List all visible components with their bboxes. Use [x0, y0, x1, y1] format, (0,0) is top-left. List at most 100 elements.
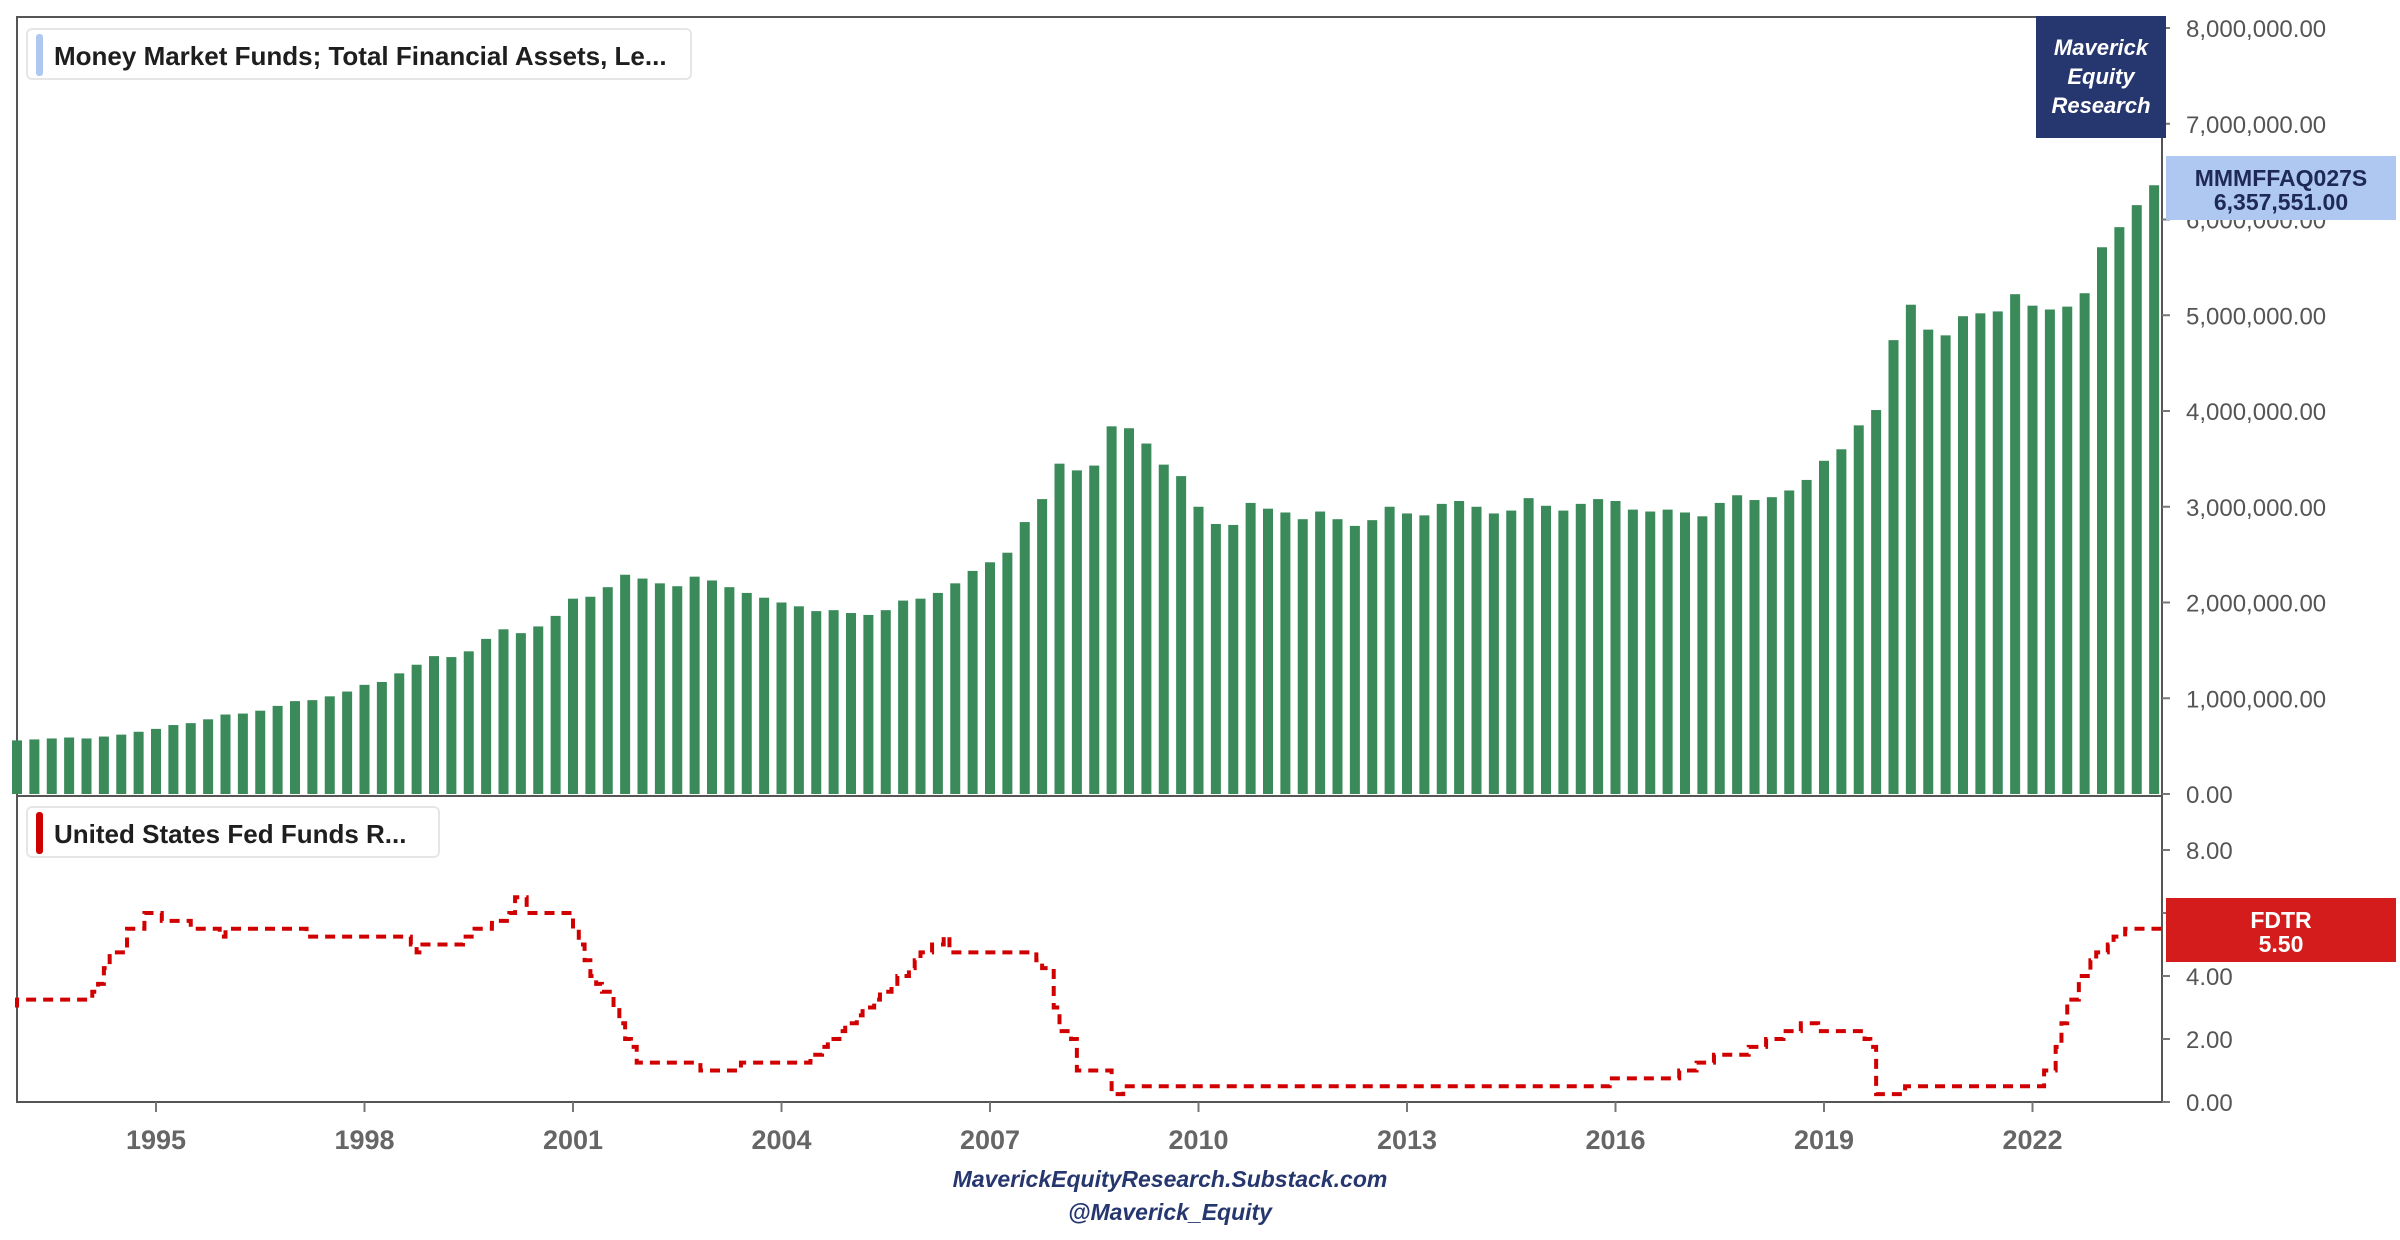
bar [498, 629, 509, 794]
bar [1766, 497, 1777, 794]
y-tick-label: 3,000,000.00 [2186, 495, 2326, 522]
bar [985, 562, 995, 794]
bar [342, 691, 353, 794]
y-tick-label: 8,000,000.00 [2186, 16, 2326, 43]
bar [1697, 516, 1708, 794]
mmmffaq027s-last-value-tag: MMMFFAQ027S 6,357,551.00 [2166, 156, 2396, 220]
bar [620, 574, 631, 794]
bar [1384, 506, 1395, 794]
bar [1454, 501, 1465, 794]
bar [46, 738, 57, 794]
bar [1662, 509, 1673, 794]
bar [98, 736, 109, 794]
bar [2079, 293, 2090, 794]
bar [1923, 329, 1934, 794]
bar [1523, 498, 1534, 794]
y-tick-label: 5,000,000.00 [2186, 303, 2326, 330]
bar [1019, 522, 1030, 794]
bar [1124, 428, 1134, 794]
bar [1714, 502, 1725, 794]
x-tick-label: 2019 [1794, 1125, 1854, 1155]
bar [1471, 506, 1482, 794]
y-tick-label: 4,000,000.00 [2186, 399, 2326, 426]
bar [1871, 410, 1882, 794]
bar [290, 701, 300, 794]
money-market-funds-plot [12, 185, 2160, 794]
bar [429, 656, 439, 794]
bar [1645, 511, 1656, 794]
bar [1819, 460, 1829, 794]
bar [776, 602, 787, 794]
bar [272, 705, 283, 794]
bar [1367, 520, 1378, 794]
x-tick-label: 1995 [126, 1125, 186, 1155]
bar [967, 570, 978, 794]
bar [689, 576, 700, 794]
fdtr-last-value-tag: FDTR 5.50 [2166, 898, 2396, 962]
upper-tag-value: 6,357,551.00 [2213, 189, 2349, 215]
x-tick-label: 2007 [960, 1125, 1020, 1155]
lower-legend-color-swatch [36, 812, 43, 854]
bar [411, 664, 422, 794]
brand-line-3: Research [2051, 93, 2151, 118]
y-tick-label: 2.00 [2186, 1027, 2233, 1054]
bar [2097, 247, 2107, 794]
bar [376, 681, 387, 794]
bar [1680, 512, 1690, 794]
bar [1732, 495, 1743, 794]
bar [759, 597, 770, 794]
x-tick-label: 2001 [543, 1125, 603, 1155]
bar [672, 586, 683, 794]
brand-line-1: Maverick [2053, 35, 2149, 60]
bar [1228, 524, 1239, 794]
bar [863, 614, 874, 794]
bar [1002, 552, 1013, 794]
bar [846, 613, 856, 794]
upper-y-axis: 0.00 1,000,000.00 2,000,000.00 3,000,000.00… [2162, 16, 2326, 809]
brand-line-2: Equity [2067, 64, 2135, 89]
bar [724, 587, 735, 794]
bar [2027, 305, 2038, 794]
bar [898, 600, 909, 794]
bar [1263, 508, 1273, 794]
bar [151, 728, 161, 794]
bar [950, 583, 961, 794]
chart-frame [16, 16, 2163, 1103]
bar [2131, 205, 2142, 794]
y-tick-label: 0.00 [2186, 1090, 2233, 1117]
bar [1089, 465, 1100, 794]
bar [307, 700, 318, 794]
bar [1054, 463, 1065, 794]
footer-website[interactable]: MaverickEquityResearch.Substack.com [952, 1166, 1388, 1192]
bar [533, 626, 544, 794]
bar [1801, 479, 1812, 794]
x-tick-label: 2022 [2002, 1125, 2062, 1155]
bar [1836, 449, 1847, 794]
bar [602, 587, 613, 794]
bar [116, 734, 127, 794]
footer-handle[interactable]: @Maverick_Equity [1068, 1199, 1272, 1225]
bar [185, 723, 196, 794]
lower-legend[interactable]: United States Fed Funds R... [26, 806, 440, 858]
bar [1245, 502, 1256, 794]
bar [1141, 443, 1152, 794]
x-tick-label: 2004 [751, 1125, 811, 1155]
bar [1158, 464, 1169, 794]
bar [168, 725, 179, 794]
bar [1106, 426, 1117, 794]
bar [1280, 512, 1291, 794]
bar [1575, 503, 1586, 794]
lower-tag-value: 5.50 [2258, 931, 2304, 957]
bar [1627, 509, 1638, 794]
bar [133, 731, 144, 794]
maverick-equity-research-logo: Maverick Equity Research [2036, 16, 2166, 138]
bar [481, 638, 492, 794]
bar [550, 615, 561, 794]
upper-legend-title: Money Market Funds; Total Financial Asse… [54, 41, 667, 71]
bar [2062, 306, 2073, 794]
bar [1506, 510, 1517, 794]
upper-legend[interactable]: Money Market Funds; Total Financial Asse… [26, 28, 692, 80]
bar [1958, 316, 1968, 794]
bar [1541, 505, 1551, 794]
